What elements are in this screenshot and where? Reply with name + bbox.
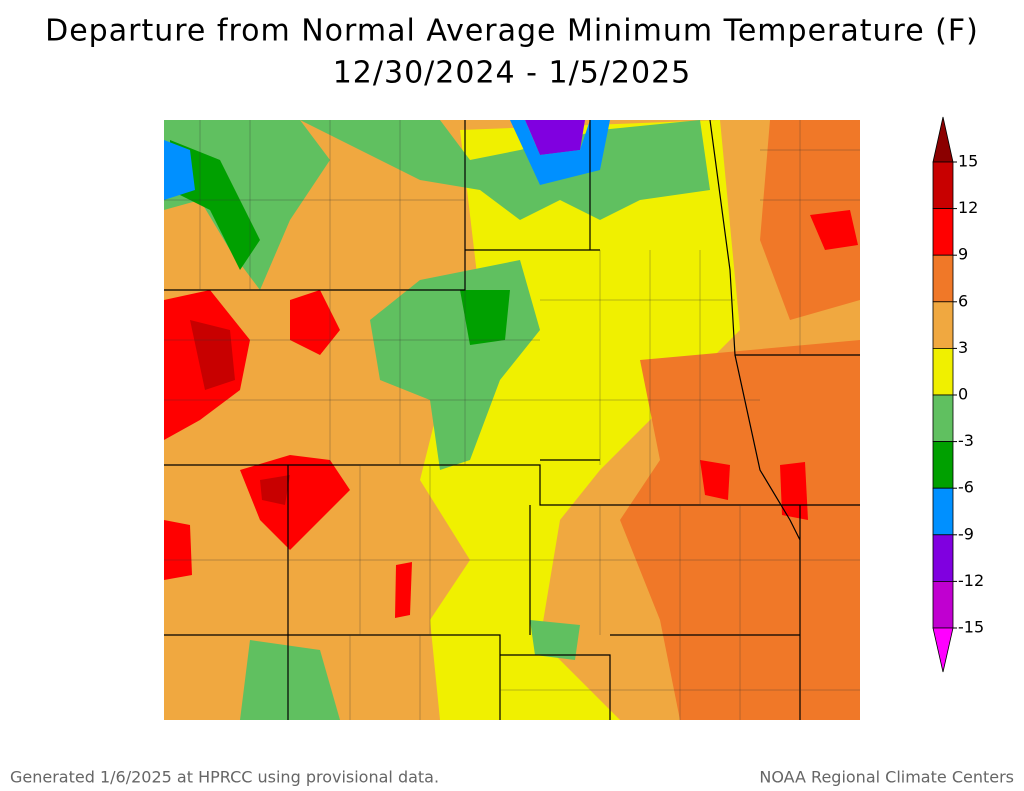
legend-bin bbox=[932, 301, 954, 349]
legend-tick-label: -9 bbox=[958, 524, 974, 543]
legend-tick-label: 0 bbox=[958, 385, 968, 404]
legend-tick-label: 3 bbox=[958, 338, 968, 357]
legend-bin bbox=[932, 394, 954, 442]
map bbox=[164, 120, 860, 720]
subtitle: 12/30/2024 - 1/5/2025 bbox=[333, 56, 692, 91]
footer-left: Generated 1/6/2025 at HPRCC using provis… bbox=[10, 768, 439, 787]
legend-tick-label: -6 bbox=[958, 478, 974, 497]
legend: 15 12 9 6 3 0 -3 -6 -9 -12 -15 bbox=[932, 116, 984, 673]
legend-bin bbox=[932, 534, 954, 582]
legend-bin bbox=[932, 581, 954, 629]
footer-right: NOAA Regional Climate Centers bbox=[759, 768, 1014, 787]
legend-bin bbox=[932, 487, 954, 536]
legend-tick-label: -3 bbox=[958, 431, 974, 450]
legend-tick-label: 15 bbox=[958, 152, 978, 171]
legend-bin bbox=[932, 161, 954, 209]
legend-arrow-top bbox=[932, 116, 954, 163]
legend-tick-label: -15 bbox=[958, 618, 984, 637]
legend-arrow-bottom bbox=[932, 627, 954, 673]
legend-tick-label: 6 bbox=[958, 291, 968, 310]
legend-tick-label: 9 bbox=[958, 245, 968, 264]
legend-bin bbox=[932, 347, 954, 396]
legend-bin bbox=[932, 208, 954, 256]
legend-tick-label: -12 bbox=[958, 571, 984, 590]
legend-tick-label: 12 bbox=[958, 198, 978, 217]
legend-bin bbox=[932, 254, 954, 303]
title: Departure from Normal Average Minimum Te… bbox=[45, 14, 979, 49]
legend-bin bbox=[932, 441, 954, 489]
